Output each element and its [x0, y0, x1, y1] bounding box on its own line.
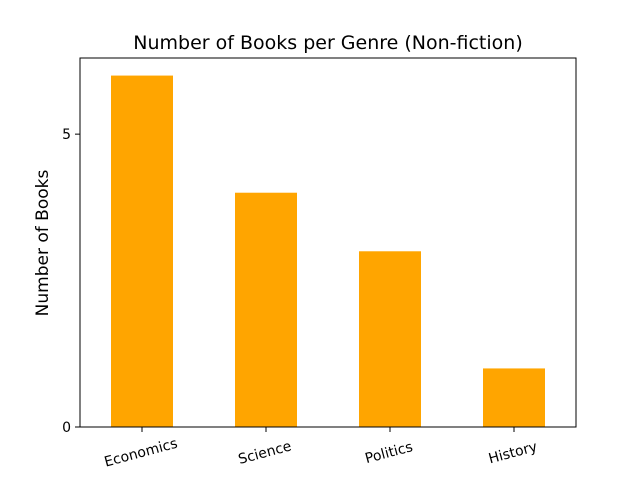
chart-title: Number of Books per Genre (Non-fiction)	[133, 32, 523, 54]
y-tick-label: 5	[62, 127, 71, 143]
bar-history	[483, 368, 545, 427]
bar-economics	[111, 75, 173, 428]
y-tick-label: 0	[62, 420, 71, 436]
bar-science	[235, 192, 297, 427]
y-axis-label: Number of Books	[33, 170, 53, 317]
bar-politics	[359, 251, 421, 427]
bars-layer	[111, 75, 545, 428]
plot-frame	[79, 57, 577, 428]
